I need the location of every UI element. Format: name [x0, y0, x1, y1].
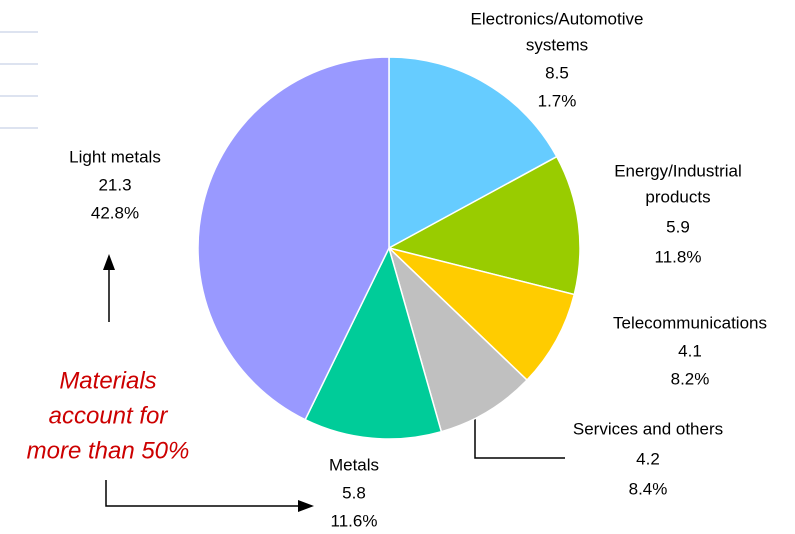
annotation: Materials [59, 367, 156, 394]
slice-value: 5.8 [342, 483, 366, 502]
slice-share: 1.7% [538, 91, 577, 110]
slice-value: 8.5 [545, 63, 569, 82]
slice-label: Services and others [573, 419, 723, 438]
arrows [105, 268, 565, 507]
slice-value: 5.9 [666, 217, 690, 236]
slice-label: systems [526, 35, 588, 54]
slice-value: 21.3 [98, 175, 131, 194]
slice-label: Light metals [69, 147, 161, 166]
pie-slice [388, 56, 558, 250]
pie-slice [387, 245, 529, 433]
pie-slice [386, 155, 581, 296]
slice-share: 8.4% [629, 479, 668, 498]
pie-slice [386, 246, 576, 382]
slice-share: 11.6% [331, 511, 378, 530]
slice-label: Energy/Industrial [614, 161, 742, 180]
slice-label: Metals [329, 455, 379, 474]
decor-lines [0, 31, 38, 129]
slice-label: Electronics/Automotive [471, 9, 644, 28]
slice-share: 11.8% [655, 247, 702, 266]
annotation: account for [49, 402, 169, 429]
slice-label: products [645, 187, 710, 206]
annotation: more than 50% [27, 437, 190, 464]
slice-share: 42.8% [91, 203, 139, 222]
pie-slice [197, 56, 390, 421]
slice-label: Telecommunications [613, 313, 767, 332]
arrow-heads [103, 254, 314, 512]
slice-value: 4.1 [678, 341, 702, 360]
pie-slice [304, 245, 443, 440]
slice-share: 8.2% [671, 369, 710, 388]
slice-value: 4.2 [636, 449, 660, 468]
pie [197, 56, 581, 440]
